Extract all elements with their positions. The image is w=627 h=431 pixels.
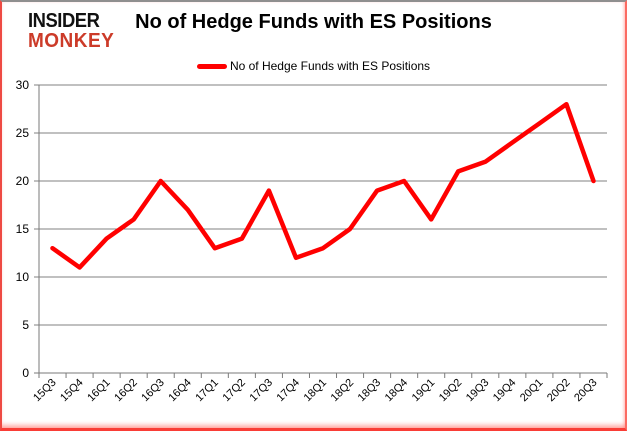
legend-label: No of Hedge Funds with ES Positions [229, 59, 431, 73]
x-tick-label: 19Q1 [410, 377, 438, 405]
y-tick-label: 20 [16, 174, 30, 188]
x-tick-label: 17Q2 [220, 377, 248, 405]
x-tick-label: 18Q3 [356, 377, 384, 405]
x-tick-label: 15Q4 [58, 377, 86, 405]
x-tick-label: 17Q3 [248, 377, 276, 405]
x-tick-label: 15Q3 [31, 377, 59, 405]
y-tick-label: 10 [16, 270, 30, 284]
x-tick-label: 17Q1 [193, 377, 221, 405]
x-tick-label: 16Q1 [85, 377, 113, 405]
x-tick-label: 19Q3 [464, 377, 492, 405]
logo-line-insider: INSIDER [28, 10, 100, 32]
chart-title: No of Hedge Funds with ES Positions [135, 11, 492, 33]
y-tick-label: 30 [16, 78, 30, 92]
x-tick-label: 17Q4 [275, 377, 303, 405]
x-tick-label: 18Q2 [329, 377, 357, 405]
insider-monkey-logo: INSIDER MONKEY [28, 11, 119, 51]
y-tick-label: 5 [22, 318, 29, 332]
x-tick-label: 18Q4 [383, 377, 411, 405]
chart-legend: No of Hedge Funds with ES Positions [2, 59, 625, 73]
y-tick-label: 0 [22, 366, 29, 380]
x-tick-label: 16Q4 [166, 377, 194, 405]
x-tick-label: 16Q3 [139, 377, 167, 405]
x-tick-label: 20Q2 [545, 377, 573, 405]
logo-line-monkey: MONKEY [28, 30, 115, 52]
series-line [50, 101, 596, 270]
x-tick-label: 20Q1 [518, 377, 546, 405]
x-tick-label: 16Q2 [112, 377, 140, 405]
x-tick-label: 20Q3 [572, 377, 600, 405]
x-tick-label: 18Q1 [302, 377, 330, 405]
x-tick-label: 19Q4 [491, 377, 519, 405]
y-tick-label: 25 [16, 126, 30, 140]
x-tick-label: 19Q2 [437, 377, 465, 405]
legend-line-swatch [196, 63, 227, 69]
y-tick-label: 15 [16, 222, 30, 236]
